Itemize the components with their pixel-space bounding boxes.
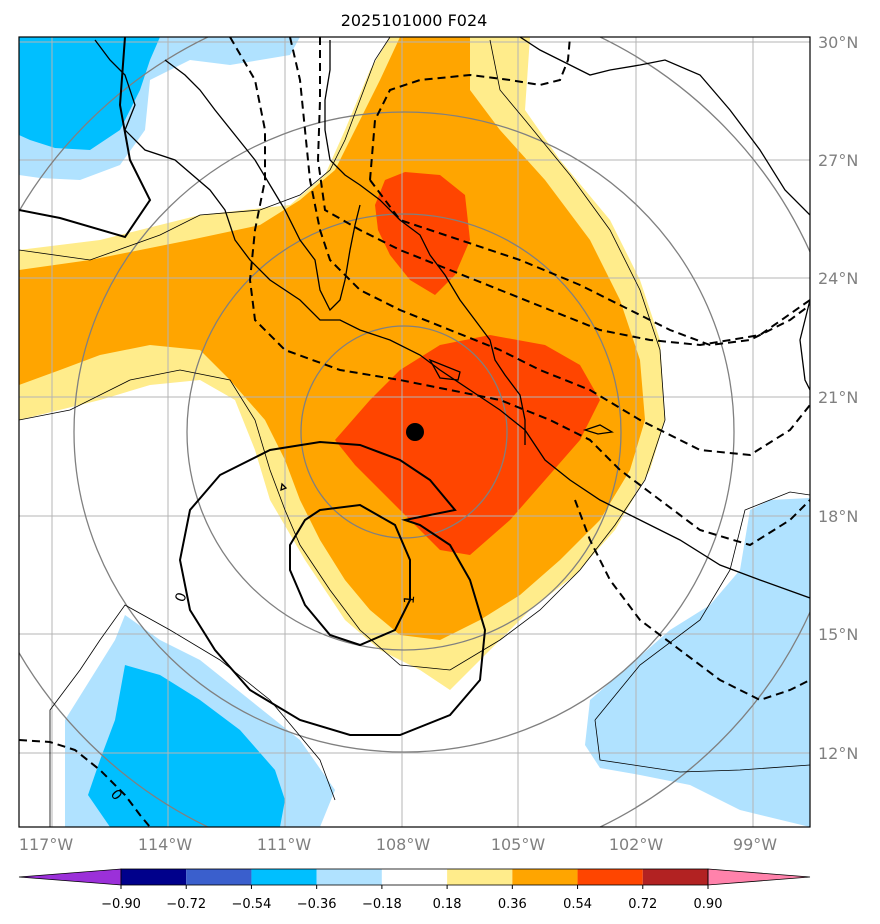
- thin-contour-se-bottom: [594, 719, 810, 773]
- map-panel: 0 1 0: [19, 37, 810, 827]
- thin-contour-west: [19, 37, 391, 261]
- colorbar-segment: [642, 869, 708, 885]
- lon-label-117w: 117°W: [19, 835, 74, 854]
- colorbar-tick-label: −0.90: [101, 897, 141, 912]
- colorbar-tick-label: −0.36: [297, 897, 337, 912]
- lat-label-27n: 27°N: [818, 151, 858, 170]
- coastlines: [94, 37, 810, 599]
- colorbar-segment: [316, 869, 382, 885]
- map-frame: [18, 36, 811, 828]
- colorbar-segment: [447, 869, 513, 885]
- colorbar-tick-label: 0.18: [433, 897, 462, 912]
- colorbar-tick-label: 0.54: [563, 897, 592, 912]
- shade-blue-sw: [88, 665, 285, 827]
- colorbar-segment: [577, 869, 643, 885]
- colorbar-segment: [251, 869, 317, 885]
- colorbar-tick-label: −0.72: [166, 897, 206, 912]
- colorbar-segment: [186, 869, 252, 885]
- colorbar-tick-label: 0.90: [694, 897, 723, 912]
- colorbar-labels: −0.90 −0.72 −0.54 −0.36 −0.18 0.18 0.36 0.54 0.7…: [101, 885, 722, 912]
- colorbar-tick-label: 0.36: [498, 897, 527, 912]
- thin-contour-se: [594, 491, 810, 721]
- range-rings: [19, 37, 810, 827]
- figure-title: 2025101000 F024: [341, 11, 488, 30]
- storm-center-marker: [406, 423, 424, 441]
- lon-label-114w: 114°W: [138, 835, 193, 854]
- shade-red-orange-north: [375, 172, 470, 295]
- lat-label-21n: 21°N: [818, 388, 858, 407]
- colorbar-outline: [120, 868, 709, 886]
- lat-label-18n: 18°N: [818, 507, 858, 526]
- contour-label-one: 1: [402, 594, 419, 604]
- colorbar-tick-label: −0.18: [362, 897, 402, 912]
- solid-contours: [19, 37, 487, 736]
- colorbar-segment: [512, 869, 578, 885]
- colorbar: −0.90 −0.72 −0.54 −0.36 −0.18 0.18 0.36 0.54 0.7…: [18, 868, 811, 912]
- lon-label-102w: 102°W: [609, 835, 664, 854]
- thin-contour-main: [19, 39, 666, 671]
- shade-red-orange-south: [335, 335, 600, 555]
- lon-label-105w: 105°W: [491, 835, 546, 854]
- lat-label-15n: 15°N: [818, 625, 858, 644]
- colorbar-segment: [381, 869, 448, 885]
- lon-label-99w: 99°W: [733, 835, 777, 854]
- colorbar-extend-low: [18, 868, 122, 886]
- colorbar-segment: [121, 869, 187, 885]
- lon-label-111w: 111°W: [257, 835, 312, 854]
- lon-label-108w: 108°W: [376, 835, 431, 854]
- dashed-contours: [19, 37, 810, 827]
- colorbar-segments: [18, 868, 811, 886]
- lat-label-24n: 24°N: [818, 269, 858, 288]
- colorbar-tick-label: −0.54: [232, 897, 272, 912]
- latitude-labels: 30°N 27°N 24°N 21°N 18°N 15°N 12°N: [818, 33, 858, 763]
- thin-contour-sw: [49, 604, 336, 827]
- lat-label-12n: 12°N: [818, 744, 858, 763]
- graticule: [19, 37, 810, 827]
- colorbar-tick-label: 0.72: [628, 897, 657, 912]
- lat-label-30n: 30°N: [818, 33, 858, 52]
- longitude-labels: 117°W 114°W 111°W 108°W 105°W 102°W 99°W: [19, 835, 777, 854]
- colorbar-extend-high: [707, 868, 811, 886]
- shade-blue-nw: [19, 37, 160, 150]
